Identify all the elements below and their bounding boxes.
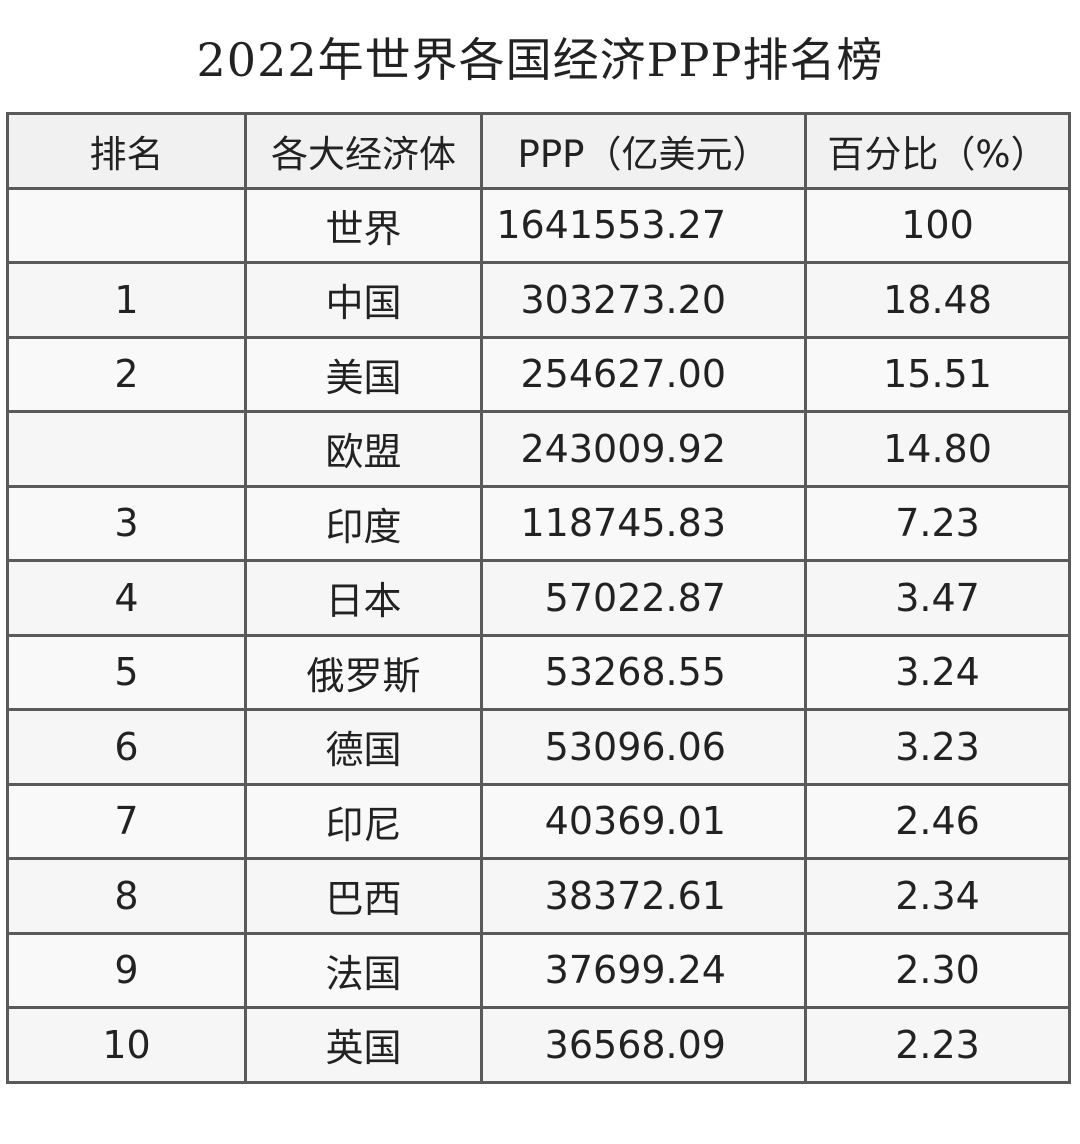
percent-cell: 2.30: [804, 931, 1071, 1009]
rank-cell: 6: [6, 708, 247, 786]
table-row: 4 日本 57022.87 3.47: [6, 559, 1071, 637]
rank-cell: 9: [6, 931, 247, 1009]
percent-cell: 18.48: [804, 261, 1071, 339]
table-row: 欧盟 243009.92 14.80: [6, 410, 1071, 488]
table-row: 9 法国 37699.24 2.30: [6, 931, 1071, 1009]
table-row: 6 德国 53096.06 3.23: [6, 708, 1071, 786]
percent-cell: 7.23: [804, 484, 1071, 562]
percent-cell: 3.23: [804, 708, 1071, 786]
rank-cell: 1: [6, 261, 247, 339]
economy-cell: 法国: [244, 931, 483, 1009]
ppp-ranking-table: 排名 各大经济体 PPP（亿美元） 百分比（%） 世界 1641553.27 100…: [6, 112, 1071, 1084]
header-ppp: PPP（亿美元）: [480, 112, 807, 190]
percent-cell: 2.34: [804, 857, 1071, 935]
table-row: 10 英国 36568.09 2.23: [6, 1006, 1071, 1084]
table-row: 5 俄罗斯 53268.55 3.24: [6, 633, 1071, 711]
rank-cell: 8: [6, 857, 247, 935]
ppp-value-cell: 40369.01: [480, 782, 807, 860]
percent-cell: 15.51: [804, 335, 1071, 413]
table-row: 8 巴西 38372.61 2.34: [6, 857, 1071, 935]
ppp-value-cell: 57022.87: [480, 559, 807, 637]
table-row: 3 印度 118745.83 7.23: [6, 484, 1071, 562]
table-title: 2022年世界各国经济PPP排名榜: [196, 33, 884, 87]
ppp-value-cell: 118745.83: [480, 484, 807, 562]
percent-cell: 100: [804, 186, 1071, 264]
table-row: 1 中国 303273.20 18.48: [6, 261, 1071, 339]
table-header: 排名 各大经济体 PPP（亿美元） 百分比（%）: [6, 112, 1071, 190]
header-rank: 排名: [6, 112, 247, 190]
ppp-value-cell: 254627.00: [480, 335, 807, 413]
rank-cell: 3: [6, 484, 247, 562]
ppp-value-cell: 303273.20: [480, 261, 807, 339]
rank-cell: [6, 410, 247, 488]
economy-cell: 英国: [244, 1006, 483, 1084]
ppp-value-cell: 38372.61: [480, 857, 807, 935]
ppp-value-cell: 1641553.27: [480, 186, 807, 264]
ppp-value-cell: 53096.06: [480, 708, 807, 786]
rank-cell: 4: [6, 559, 247, 637]
percent-cell: 14.80: [804, 410, 1071, 488]
ppp-value-cell: 37699.24: [480, 931, 807, 1009]
percent-cell: 2.23: [804, 1006, 1071, 1084]
rank-cell: 5: [6, 633, 247, 711]
economy-cell: 欧盟: [244, 410, 483, 488]
header-economy: 各大经济体: [244, 112, 483, 190]
table-row: 世界 1641553.27 100: [6, 186, 1071, 264]
economy-cell: 德国: [244, 708, 483, 786]
header-row: 排名 各大经济体 PPP（亿美元） 百分比（%）: [6, 112, 1071, 190]
header-percent: 百分比（%）: [804, 112, 1071, 190]
economy-cell: 中国: [244, 261, 483, 339]
economy-cell: 巴西: [244, 857, 483, 935]
economy-cell: 俄罗斯: [244, 633, 483, 711]
rank-cell: 7: [6, 782, 247, 860]
percent-cell: 2.46: [804, 782, 1071, 860]
percent-cell: 3.24: [804, 633, 1071, 711]
economy-cell: 印尼: [244, 782, 483, 860]
ppp-value-cell: 243009.92: [480, 410, 807, 488]
economy-cell: 美国: [244, 335, 483, 413]
rank-cell: 2: [6, 335, 247, 413]
table-body: 世界 1641553.27 100 1 中国 303273.20 18.48 2 美国 25462…: [6, 186, 1071, 1084]
ppp-value-cell: 53268.55: [480, 633, 807, 711]
table-row: 2 美国 254627.00 15.51: [6, 335, 1071, 413]
percent-cell: 3.47: [804, 559, 1071, 637]
rank-cell: [6, 186, 247, 264]
economy-cell: 印度: [244, 484, 483, 562]
ppp-ranking-table-container: 排名 各大经济体 PPP（亿美元） 百分比（%） 世界 1641553.27 100…: [6, 112, 1071, 1084]
economy-cell: 世界: [244, 186, 483, 264]
rank-cell: 10: [6, 1006, 247, 1084]
table-row: 7 印尼 40369.01 2.46: [6, 782, 1071, 860]
ppp-value-cell: 36568.09: [480, 1006, 807, 1084]
economy-cell: 日本: [244, 559, 483, 637]
